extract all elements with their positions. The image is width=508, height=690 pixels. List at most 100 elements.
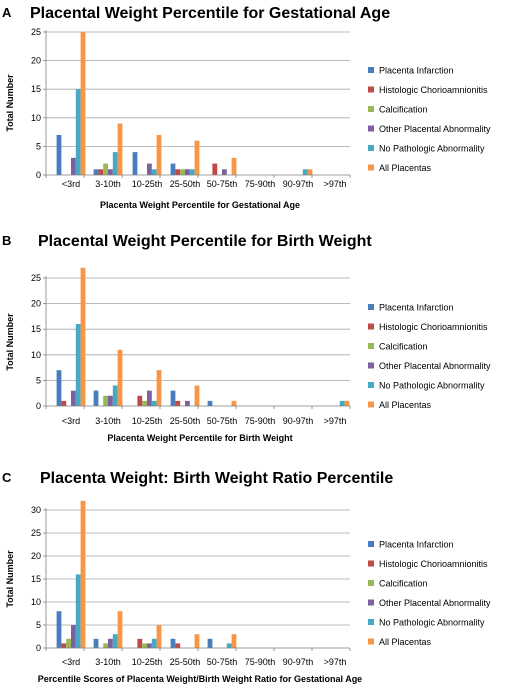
bar <box>175 643 181 648</box>
x-tick-label: 50-75th <box>207 416 238 426</box>
x-tick-label: >97th <box>324 416 347 426</box>
x-tick-label: 3-10th <box>95 179 121 189</box>
bar <box>71 157 76 175</box>
bar <box>170 638 176 648</box>
bar <box>108 638 113 648</box>
bar <box>132 152 138 175</box>
bar <box>207 400 213 406</box>
bar <box>180 169 185 175</box>
x-tick-label: 90-97th <box>283 416 314 426</box>
x-tick-label: 25-50th <box>170 657 201 667</box>
bar <box>194 140 200 175</box>
bar <box>137 638 143 648</box>
bar <box>151 400 157 406</box>
bar <box>222 169 227 175</box>
x-tick-label: 3-10th <box>95 657 121 667</box>
chart-title: Placental Weight Percentile for Gestatio… <box>30 5 390 22</box>
bar <box>147 643 152 648</box>
x-tick-label: 90-97th <box>283 179 314 189</box>
legend-swatch <box>368 343 374 349</box>
bar <box>231 634 237 648</box>
bar <box>80 500 86 648</box>
x-tick-label: 75-90th <box>245 179 276 189</box>
legend-label: Histologic Chorioamnionitis <box>379 322 488 332</box>
y-tick-label: 5 <box>36 141 41 151</box>
bar <box>147 163 152 175</box>
bar <box>80 267 86 406</box>
legend-label: All Placentas <box>379 637 432 647</box>
bar <box>156 134 162 175</box>
x-tick-label: 50-75th <box>207 657 238 667</box>
bar <box>56 370 62 406</box>
bar <box>185 169 190 175</box>
x-axis-title: Placenta Weight Percentile for Gestation… <box>100 200 300 210</box>
y-tick-label: 0 <box>36 643 41 653</box>
y-tick-label: 20 <box>31 299 41 309</box>
bar <box>339 400 345 406</box>
bar <box>93 169 99 175</box>
x-tick-label: 3-10th <box>95 416 121 426</box>
legend-label: Placenta Infarction <box>379 540 454 550</box>
bar <box>117 349 123 406</box>
legend-swatch <box>368 304 374 310</box>
bar <box>103 643 108 648</box>
bar <box>71 625 76 648</box>
bar <box>142 643 147 648</box>
bar <box>151 169 157 175</box>
y-tick-label: 15 <box>31 84 41 94</box>
legend-swatch <box>368 580 374 586</box>
bar <box>231 157 237 175</box>
legend-swatch <box>368 106 374 112</box>
bar <box>98 169 104 175</box>
bar <box>112 152 118 175</box>
legend-swatch <box>368 382 374 388</box>
bar <box>137 395 143 406</box>
x-tick-label: 10-25th <box>132 179 163 189</box>
bar <box>226 643 232 648</box>
x-axis-title: Percentile Scores of Placenta Weight/Bir… <box>38 674 362 684</box>
bar <box>142 400 147 406</box>
bar <box>71 390 76 406</box>
y-tick-label: 15 <box>31 574 41 584</box>
bar <box>103 163 108 175</box>
panel-letter: B <box>2 233 11 248</box>
legend-label: All Placentas <box>379 163 432 173</box>
legend-label: All Placentas <box>379 400 432 410</box>
bar <box>231 400 237 406</box>
y-tick-label: 5 <box>36 620 41 630</box>
chart-title: Placental Weight Percentile for Birth We… <box>38 233 372 250</box>
x-axis-title: Placenta Weight Percentile for Birth Wei… <box>107 433 292 443</box>
bar <box>170 163 176 175</box>
panel-letter: C <box>2 470 12 485</box>
legend-label: No Pathologic Abnormality <box>379 381 485 391</box>
x-tick-label: 75-90th <box>245 657 276 667</box>
x-tick-label: <3rd <box>62 179 80 189</box>
bar <box>302 169 308 175</box>
x-tick-label: 75-90th <box>245 416 276 426</box>
bar <box>61 643 67 648</box>
legend-label: Histologic Chorioamnionitis <box>379 85 488 95</box>
y-tick-label: 10 <box>31 597 41 607</box>
bar <box>175 400 181 406</box>
bar <box>194 385 200 406</box>
panel-letter: A <box>2 5 12 20</box>
bar <box>117 123 123 175</box>
x-tick-label: 25-50th <box>170 416 201 426</box>
y-tick-label: 15 <box>31 324 41 334</box>
legend-swatch <box>368 145 374 151</box>
bar <box>93 638 99 648</box>
y-axis-title: Total Number <box>5 74 15 132</box>
bar <box>112 385 118 406</box>
legend-label: Calcification <box>379 579 428 589</box>
legend-label: Placenta Infarction <box>379 303 454 313</box>
x-tick-label: 10-25th <box>132 657 163 667</box>
bar <box>156 625 162 648</box>
bar <box>93 390 99 406</box>
legend-label: Other Placental Abnormality <box>379 598 491 608</box>
bar <box>207 638 213 648</box>
y-axis-title: Total Number <box>5 313 15 371</box>
bar <box>175 169 181 175</box>
bar <box>80 32 86 175</box>
legend-swatch <box>368 323 374 330</box>
legend-label: Other Placental Abnormality <box>379 361 491 371</box>
